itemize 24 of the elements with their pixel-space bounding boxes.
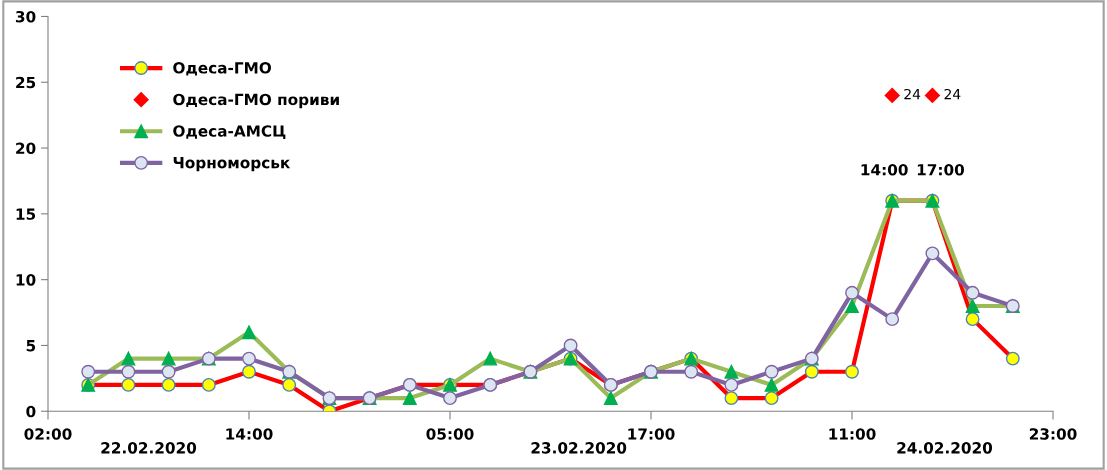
y-tick-label: 5	[26, 340, 36, 352]
y-tick-label: 30	[15, 10, 36, 23]
y-tick-label: 15	[16, 208, 36, 220]
text: 24.02.2020	[897, 442, 993, 454]
y-tick-label: 25	[16, 76, 36, 89]
data-label: 24	[904, 88, 921, 100]
y-tick-label: 10	[16, 274, 36, 286]
x-tick-label: 11:00	[829, 428, 876, 440]
y-tick-label: 20	[16, 142, 36, 155]
x-tick-label: 02:00	[24, 428, 72, 440]
text: 22.02.2020	[101, 442, 197, 454]
x-tick-label: 17:00	[628, 428, 675, 440]
legend-label: Одеса-ГМО	[173, 62, 272, 76]
data-label: 24	[944, 88, 961, 100]
x-tick-label: 05:00	[426, 428, 474, 440]
text: 23.02.2020	[531, 442, 627, 454]
y-tick-label: 0	[26, 405, 36, 418]
x-tick-label: 14:00	[226, 428, 273, 440]
legend-label: Одеса-ГМО пориви	[173, 93, 339, 109]
x-tick-label: 23:00	[1029, 428, 1077, 440]
legend-label: Чорноморськ	[173, 157, 291, 172]
legend-label: Одеса-АМСЦ	[173, 125, 286, 139]
annotation: 17:00	[917, 163, 965, 176]
annotation: 14:00	[861, 163, 908, 176]
